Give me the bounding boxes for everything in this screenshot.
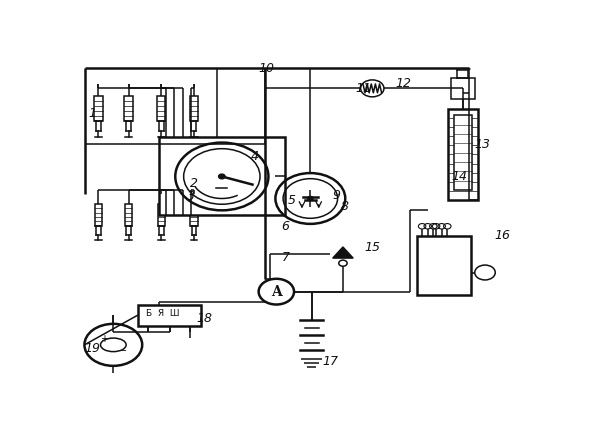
Text: 8: 8	[340, 201, 349, 213]
Text: 16: 16	[495, 229, 511, 242]
Text: 9: 9	[333, 189, 341, 202]
Text: 4: 4	[251, 150, 258, 163]
Text: 10: 10	[258, 62, 274, 74]
Text: 11: 11	[355, 82, 371, 95]
Text: −: −	[118, 346, 127, 356]
Text: 7: 7	[282, 251, 290, 264]
Bar	[125, 204, 132, 226]
Text: 15: 15	[364, 241, 380, 254]
Text: 13: 13	[475, 138, 490, 151]
Bar	[451, 78, 475, 99]
Text: 5: 5	[288, 194, 296, 207]
Text: 12: 12	[395, 77, 412, 90]
Bar	[454, 115, 472, 190]
Circle shape	[258, 279, 294, 304]
Bar	[124, 96, 133, 121]
Text: +: +	[100, 334, 108, 344]
Text: 3: 3	[187, 190, 195, 203]
Circle shape	[308, 196, 313, 201]
Bar	[448, 109, 478, 200]
Polygon shape	[333, 247, 353, 258]
Bar	[157, 204, 165, 226]
Text: 1: 1	[89, 107, 97, 120]
Text: 18: 18	[197, 312, 213, 325]
Bar	[94, 96, 103, 121]
Text: 17: 17	[322, 355, 338, 368]
Bar	[159, 137, 285, 216]
Bar	[190, 96, 198, 121]
Text: 2: 2	[190, 177, 198, 190]
Text: A: A	[271, 285, 282, 299]
Text: 19: 19	[85, 342, 101, 355]
Bar	[157, 96, 165, 121]
Text: 14: 14	[451, 170, 468, 183]
Circle shape	[84, 324, 142, 366]
Bar	[138, 304, 201, 326]
Bar	[418, 236, 471, 295]
Bar	[190, 204, 198, 226]
Bar	[95, 204, 102, 226]
Text: 6: 6	[282, 220, 290, 233]
Circle shape	[219, 174, 225, 179]
Text: Б  Я  Ш: Б Я Ш	[147, 309, 180, 319]
